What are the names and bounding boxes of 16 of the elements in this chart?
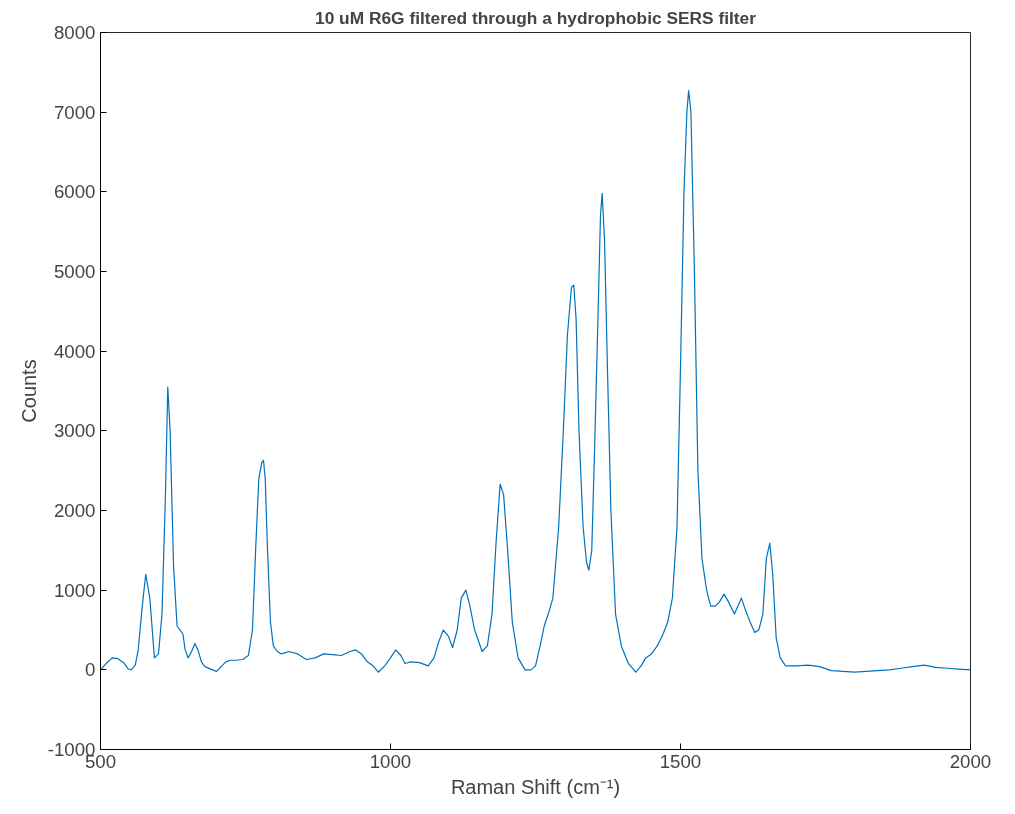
- y-tick-label: 3000: [54, 420, 96, 442]
- x-tick-label: 2000: [949, 750, 992, 772]
- y-tick-label: 0: [85, 659, 96, 681]
- y-tick-label: 7000: [54, 101, 96, 123]
- line-series: [100, 90, 971, 673]
- y-axis-title: Counts: [17, 359, 40, 423]
- y-tick-label: 2000: [54, 500, 96, 521]
- y-tick-label: 6000: [54, 181, 96, 203]
- chart-title: 10 uM R6G filtered through a hydrophobic SERS filter: [315, 7, 757, 28]
- x-tick-label: 1000: [369, 750, 412, 772]
- y-tick-label: 1000: [54, 579, 96, 601]
- y-tick-label: 4000: [54, 340, 96, 362]
- x-tick-label: 1500: [659, 750, 702, 772]
- x-axis-title: Raman Shift (cm⁻¹): [450, 775, 621, 798]
- y-tick-label: 5000: [54, 261, 96, 282]
- y-tick-label: 8000: [54, 22, 96, 43]
